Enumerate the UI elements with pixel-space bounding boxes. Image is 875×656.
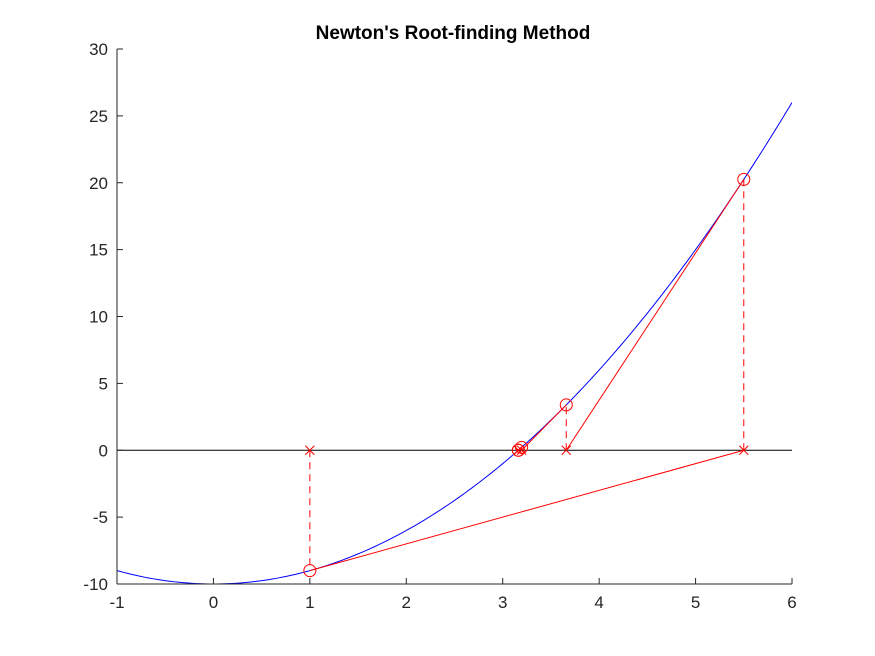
y-tick-label-2: 0	[99, 441, 108, 460]
function-curve	[117, 102, 792, 584]
axis-point-0	[305, 445, 315, 456]
y-tick-label-1: -5	[93, 508, 108, 527]
x-tick-label-4: 3	[498, 593, 507, 612]
axis-point-5	[513, 445, 524, 456]
plot-area	[117, 102, 792, 584]
tangent-line-0	[309, 449, 744, 572]
y-tick-label-4: 10	[89, 308, 108, 327]
axis-point-1	[738, 445, 749, 456]
x-tick-label-7: 6	[787, 593, 796, 612]
axis-point-2	[561, 445, 572, 456]
x-tick-label-1: 0	[209, 593, 218, 612]
curve-point-1	[737, 172, 751, 186]
y-tick-label-5: 15	[89, 241, 108, 260]
x-tick-label-0: -1	[109, 593, 124, 612]
curve-point-0	[303, 564, 317, 578]
curve-point-5	[511, 443, 525, 457]
curve-point-2	[559, 398, 573, 412]
chart-title: Newton's Root-finding Method	[316, 23, 591, 44]
tangent-line-2	[521, 404, 567, 451]
y-tick-label-8: 30	[89, 40, 108, 59]
x-tick-label-5: 4	[594, 593, 603, 612]
y-tick-label-0: -10	[83, 575, 108, 594]
tangent-line-1	[565, 179, 745, 451]
x-tick-label-3: 2	[402, 593, 411, 612]
x-tick-label-2: 1	[305, 593, 314, 612]
axis-point-3	[516, 445, 527, 456]
y-tick-label-7: 25	[89, 107, 108, 126]
y-tick-label-3: 5	[99, 374, 108, 393]
y-tick-label-6: 20	[89, 174, 108, 193]
x-tick-label-6: 5	[691, 593, 700, 612]
